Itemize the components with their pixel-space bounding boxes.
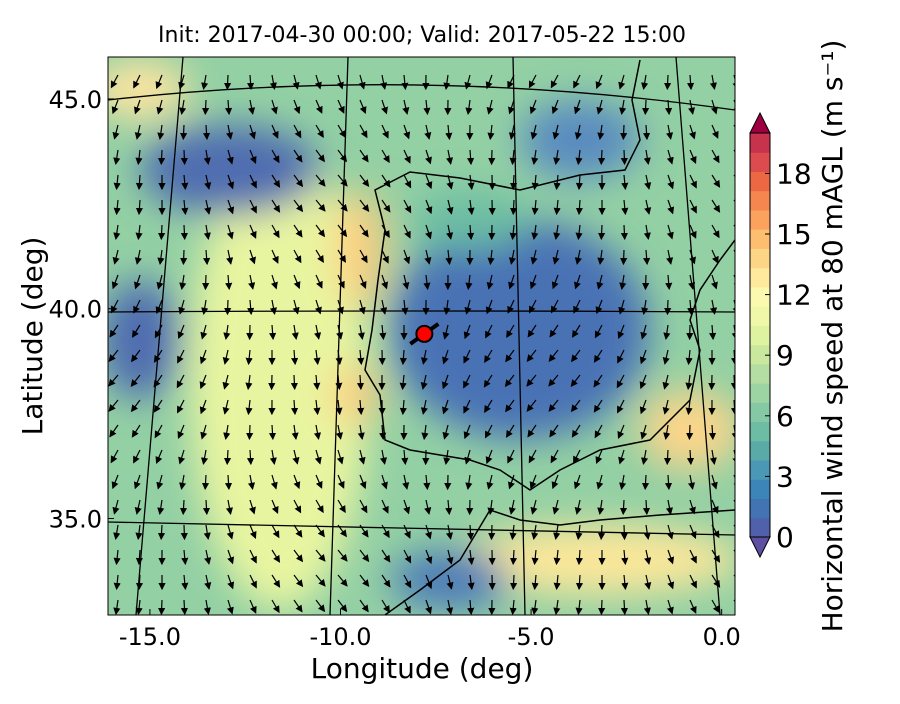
wind-arrow bbox=[249, 425, 250, 439]
wind-arrow bbox=[227, 450, 228, 464]
colorbar-level bbox=[750, 268, 770, 288]
wind-arrow bbox=[601, 150, 602, 164]
colorbar-level bbox=[750, 364, 770, 384]
y-tick-label: 35.0 bbox=[49, 506, 102, 534]
colorbar-tick-label: 6 bbox=[776, 400, 794, 433]
wind-arrow bbox=[205, 475, 206, 489]
colorbar-level bbox=[750, 518, 770, 538]
colorbar-level bbox=[750, 229, 770, 249]
wind-arrow bbox=[183, 250, 184, 264]
colorbar-level bbox=[750, 171, 770, 191]
colorbar-level bbox=[750, 306, 770, 326]
wind-arrow bbox=[184, 150, 185, 164]
wind-arrow bbox=[513, 200, 514, 214]
wind-arrow bbox=[513, 575, 514, 589]
y-tick-label: 45.0 bbox=[49, 86, 102, 114]
colorbar-level bbox=[750, 422, 770, 442]
wind-arrow bbox=[624, 600, 625, 614]
colorbar-level bbox=[750, 133, 770, 153]
colorbar-level bbox=[750, 345, 770, 365]
colorbar-tick-label: 9 bbox=[776, 339, 794, 372]
wind-arrow bbox=[601, 600, 602, 614]
colorbar-level bbox=[750, 402, 770, 422]
colorbar-tick-label: 18 bbox=[776, 157, 812, 190]
wind-arrow bbox=[689, 425, 690, 439]
y-tick-label: 40.0 bbox=[49, 296, 102, 324]
colorbar-level bbox=[750, 248, 770, 268]
colorbar-level bbox=[750, 191, 770, 211]
x-tick-label: -15.0 bbox=[119, 623, 181, 651]
wind-arrow bbox=[206, 500, 207, 514]
colorbar-tick-label: 15 bbox=[776, 218, 812, 251]
wind-arrow bbox=[513, 175, 514, 189]
wind-arrow bbox=[205, 100, 206, 114]
colorbar-level bbox=[750, 479, 770, 499]
wind-arrow bbox=[601, 225, 602, 239]
colorbar-tick-label: 0 bbox=[776, 521, 794, 554]
wind-arrow bbox=[491, 525, 492, 539]
colorbar-level bbox=[750, 499, 770, 519]
wind-arrow bbox=[161, 150, 162, 164]
x-tick-label: -10.0 bbox=[309, 623, 371, 651]
wind-arrow bbox=[161, 525, 162, 539]
wind-arrow bbox=[205, 275, 206, 289]
wind-arrow bbox=[645, 475, 646, 489]
wind-arrow bbox=[645, 100, 646, 114]
wind-arrow bbox=[645, 275, 646, 289]
wind-arrow bbox=[624, 150, 625, 164]
colorbar-level bbox=[750, 152, 770, 172]
chart-title: Init: 2017-04-30 00:00; Valid: 2017-05-2… bbox=[158, 23, 686, 48]
colorbar-level bbox=[750, 287, 770, 307]
wind-arrow bbox=[183, 125, 184, 139]
wind-arrow bbox=[161, 225, 162, 239]
wind-arrow bbox=[667, 75, 668, 89]
wind-arrow bbox=[646, 500, 647, 514]
x-tick-label: -5.0 bbox=[508, 623, 555, 651]
colorbar-tick-label: 3 bbox=[776, 460, 794, 493]
wind-arrow bbox=[667, 300, 668, 314]
colorbar-extend-high bbox=[750, 113, 770, 133]
y-axis-label: Latitude (deg) bbox=[16, 237, 49, 436]
wind-arrow bbox=[624, 225, 625, 239]
wind-arrow bbox=[184, 225, 185, 239]
colorbar-label: Horizontal wind speed at 80 mAGL (m s⁻¹) bbox=[816, 40, 849, 633]
wind-arrow bbox=[227, 300, 228, 314]
wind-arrow bbox=[184, 600, 185, 614]
wind-arrow bbox=[624, 525, 625, 539]
wind-arrow bbox=[184, 525, 185, 539]
wind-arrow bbox=[667, 450, 668, 464]
wind-arrow bbox=[227, 75, 228, 89]
wind-arrow bbox=[513, 550, 514, 564]
colorbar-extend-low bbox=[750, 537, 770, 557]
colorbar-level bbox=[750, 383, 770, 403]
wind-arrow bbox=[601, 525, 602, 539]
wind-arrow bbox=[623, 250, 624, 264]
wind-arrow bbox=[623, 125, 624, 139]
wind-arrow bbox=[294, 375, 295, 389]
wind-arrow bbox=[161, 600, 162, 614]
colorbar-tick-label: 12 bbox=[776, 279, 812, 312]
wind-arrow bbox=[183, 500, 184, 514]
colorbar-level bbox=[750, 441, 770, 461]
x-axis-label: Longitude (deg) bbox=[311, 652, 534, 685]
wind-arrow bbox=[623, 500, 624, 514]
colorbar-level bbox=[750, 210, 770, 230]
colorbar-level bbox=[750, 325, 770, 345]
x-tick-label: 0.0 bbox=[703, 623, 741, 651]
site-marker bbox=[416, 326, 432, 342]
